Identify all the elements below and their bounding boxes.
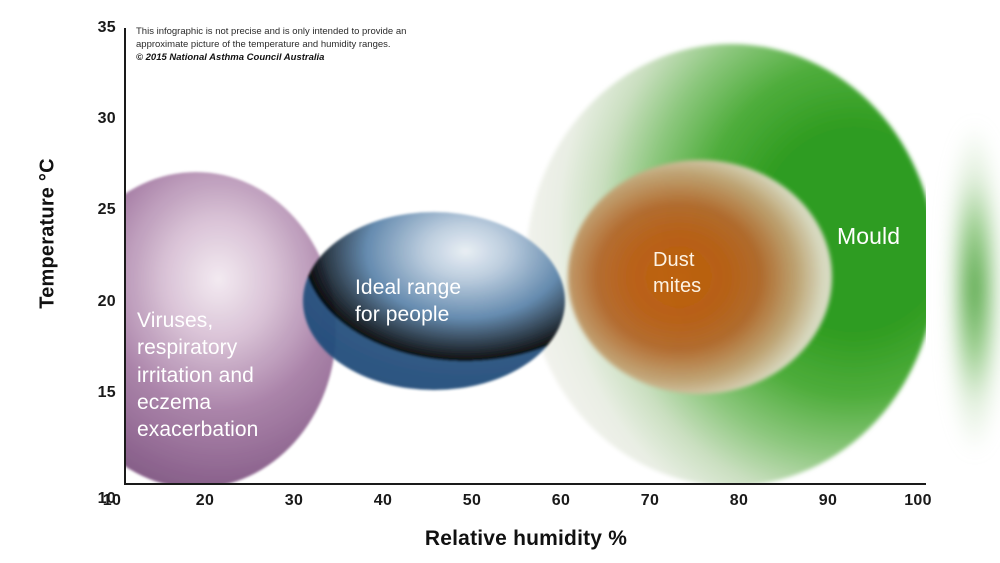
copyright-notice: © 2015 National Asthma Council Australia xyxy=(136,52,325,64)
region-dust-mites-shape xyxy=(568,160,832,394)
y-tick-20: 20 xyxy=(97,293,116,310)
y-tick-10: 10 xyxy=(97,490,116,507)
disclaimer-line-1: This infographic is not precise and is o… xyxy=(136,26,407,37)
y-tick-30: 30 xyxy=(97,110,116,127)
x-tick-60: 60 xyxy=(551,492,571,509)
y-tick-25: 25 xyxy=(97,201,116,218)
y-tick-35: 35 xyxy=(97,19,116,36)
disclaimer-line-2: approximate picture of the temperature a… xyxy=(136,38,391,50)
x-tick-20: 20 xyxy=(195,492,215,509)
region-ideal-range-shape xyxy=(303,212,565,390)
x-tick-30: 30 xyxy=(284,492,304,509)
x-tick-90: 90 xyxy=(818,492,838,509)
x-tick-40: 40 xyxy=(373,492,393,509)
x-tick-10: 10 xyxy=(102,492,122,509)
x-axis-line xyxy=(124,483,926,485)
edge-blur-artifact xyxy=(950,60,1000,500)
disclaimer-block: This infographic is not precise and is o… xyxy=(136,26,436,65)
y-axis-line xyxy=(124,28,126,485)
x-axis-ticks: 10 20 30 40 50 60 70 80 90 100 xyxy=(0,492,1000,516)
y-axis-ticks: 35 30 25 20 15 10 xyxy=(68,0,116,563)
x-tick-100: 100 xyxy=(904,492,932,509)
region-viruses-shape xyxy=(126,172,336,484)
y-axis-title: Temperature °C xyxy=(36,158,59,309)
x-tick-80: 80 xyxy=(729,492,749,509)
x-tick-50: 50 xyxy=(462,492,482,509)
x-tick-70: 70 xyxy=(640,492,660,509)
y-tick-15: 15 xyxy=(97,384,116,401)
x-axis-title: Relative humidity % xyxy=(424,527,628,550)
